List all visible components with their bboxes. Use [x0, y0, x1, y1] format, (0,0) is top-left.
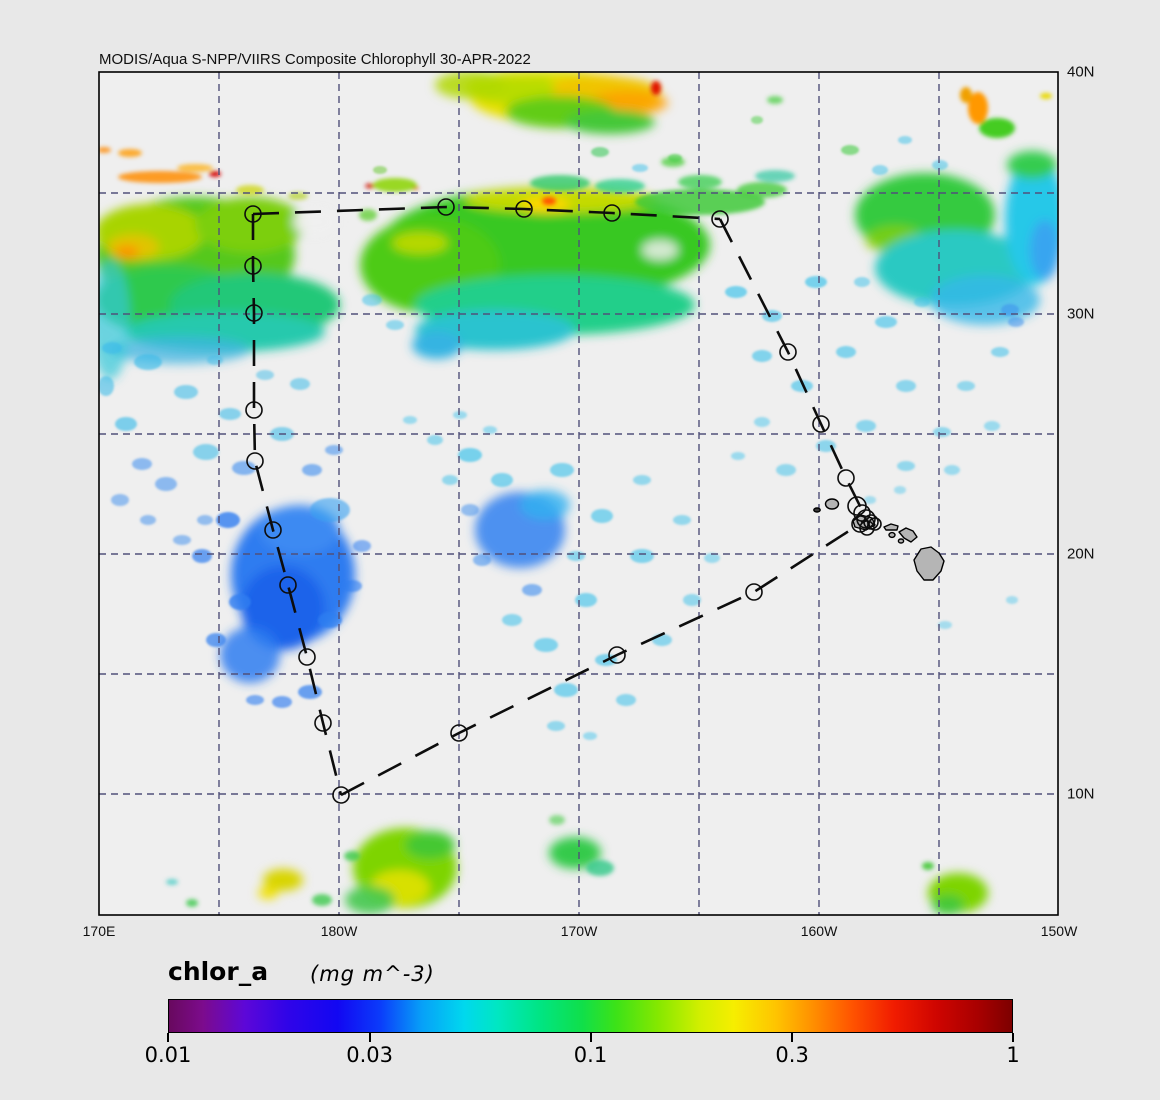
station-circle: [837, 469, 855, 487]
y-axis-label: 30N: [1067, 305, 1095, 323]
colorbar-tick-label: 0.1: [573, 1043, 608, 1067]
island-hawaii: [913, 546, 945, 581]
station-circle: [853, 504, 871, 522]
colorbar-tick-mark: [167, 1033, 169, 1042]
island-lanai: [888, 531, 896, 539]
station-circle: [245, 401, 263, 419]
y-axis-label: 40N: [1067, 63, 1095, 81]
station-circle: [745, 583, 763, 601]
x-axis-label: 150W: [1040, 923, 1078, 939]
cruise-track: [251, 205, 867, 797]
station-markers: [244, 198, 882, 804]
island-maui: [898, 527, 918, 543]
station-circle: [279, 576, 297, 594]
colorbar-tick-label: 1: [1006, 1043, 1020, 1067]
x-axis-label: 170E: [82, 923, 116, 939]
colorbar-title: chlor_a: [168, 957, 269, 986]
station-circle: [812, 415, 830, 433]
station-circle: [332, 786, 350, 804]
hawaiian-islands: [813, 498, 945, 581]
map-title: MODIS/Aqua S-NPP/VIIRS Composite Chlorop…: [99, 51, 531, 68]
station-circle: [246, 452, 264, 470]
colorbar-gradient: [168, 999, 1013, 1033]
station-circle: [245, 304, 263, 322]
station-circle: [244, 205, 262, 223]
station-circle: [856, 509, 876, 529]
x-axis-label: 170W: [560, 923, 598, 939]
y-axis-label: 10N: [1067, 785, 1095, 803]
colorbar-tick-label: 0.03: [346, 1043, 393, 1067]
map-frame: [98, 71, 1059, 916]
station-circle: [450, 724, 468, 742]
island-kahoolawe: [897, 538, 905, 544]
station-circle: [264, 521, 282, 539]
island-molokai: [883, 523, 899, 531]
colorbar-tick-label: 0.01: [144, 1043, 192, 1067]
colorbar-units: (mg m^-3): [310, 962, 435, 986]
station-circle: [314, 714, 332, 732]
y-axis-label: 20N: [1067, 545, 1095, 563]
colorbar-tick-label: 0.3: [775, 1043, 809, 1067]
colorbar-tick-mark: [1012, 1033, 1014, 1042]
colorbar-tick-mark: [589, 1033, 592, 1042]
station-circle: [515, 200, 533, 218]
station-circle: [608, 646, 626, 664]
station-circle: [711, 210, 729, 228]
chlorophyll-field: [99, 72, 1058, 915]
x-axis-label: 180W: [320, 923, 358, 939]
x-axis-label: 160W: [800, 923, 838, 939]
station-circle: [868, 517, 882, 531]
station-circle: [298, 648, 316, 666]
station-circle: [244, 257, 262, 275]
station-circle: [779, 343, 797, 361]
colorbar-tick-mark: [791, 1033, 794, 1042]
island-niihau: [813, 507, 821, 513]
graticule-grid: [99, 72, 1058, 915]
island-kauai: [824, 498, 840, 510]
station-circle: [859, 520, 875, 536]
station-circle: [437, 198, 455, 216]
colorbar-tick-mark: [368, 1033, 371, 1042]
station-circle: [603, 204, 621, 222]
station-circle: [851, 515, 869, 533]
